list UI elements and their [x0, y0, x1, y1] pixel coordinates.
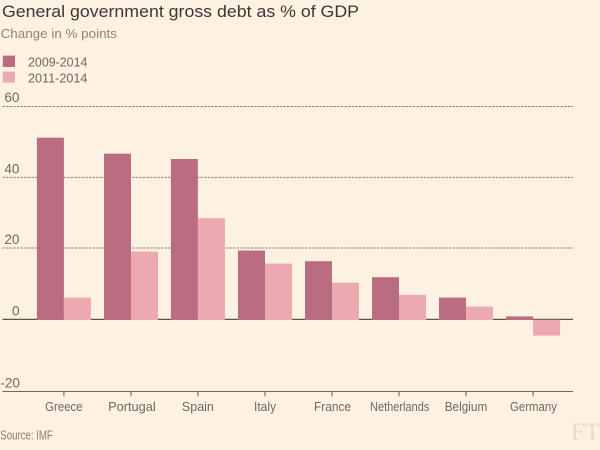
svg-text:20: 20: [4, 232, 20, 247]
svg-text:Italy: Italy: [254, 399, 276, 414]
svg-text:Belgium: Belgium: [445, 399, 488, 414]
svg-text:Spain: Spain: [182, 399, 214, 414]
svg-text:Source: IMF: Source: IMF: [0, 428, 53, 442]
svg-text:-20: -20: [0, 376, 20, 391]
svg-text:40: 40: [4, 161, 20, 176]
svg-text:Portugal: Portugal: [108, 399, 156, 414]
svg-text:Greece: Greece: [45, 399, 83, 414]
svg-text:General government gross debt: General government gross debt as % of GD…: [2, 2, 359, 21]
svg-text:60: 60: [4, 90, 20, 105]
svg-text:Change in % points: Change in % points: [1, 26, 118, 41]
svg-text:2011-2014: 2011-2014: [28, 70, 87, 85]
svg-text:FT: FT: [571, 419, 600, 445]
svg-text:0: 0: [12, 304, 20, 319]
svg-text:2009-2014: 2009-2014: [28, 54, 87, 69]
svg-text:Netherlands: Netherlands: [370, 399, 430, 414]
svg-text:France: France: [314, 399, 351, 414]
svg-text:Germany: Germany: [510, 399, 557, 414]
